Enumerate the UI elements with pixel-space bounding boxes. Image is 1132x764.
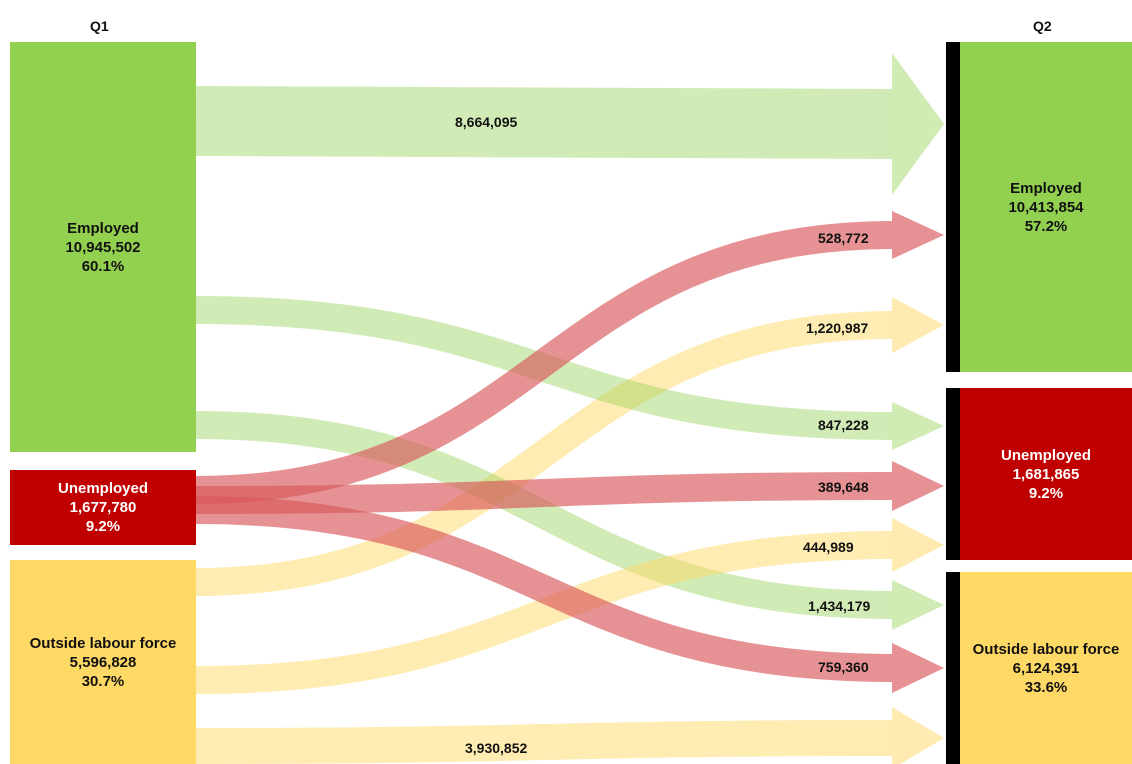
flow-band-unemp-unemp	[195, 472, 895, 514]
q1-unemployed-value: 1,677,780	[69, 499, 137, 516]
q1-employed-value: 10,945,502	[65, 238, 141, 256]
flow-label-unemp-emp: 528,772	[818, 230, 869, 246]
flow-unemp-emp	[195, 211, 944, 504]
flow-unemp-out	[195, 496, 944, 693]
q2-outside-separator	[946, 572, 960, 764]
flow-arrowhead-out-emp	[892, 297, 944, 353]
q2-outside-label: Outside labour force	[972, 640, 1120, 658]
q2-outside-value: 6,124,391	[1012, 659, 1080, 677]
q1-outside-value: 5,596,828	[69, 653, 137, 671]
flow-label-out-out: 3,930,852	[465, 740, 528, 756]
flow-out-emp	[195, 297, 944, 596]
flow-label-emp-out: 1,434,179	[808, 598, 871, 614]
flow-emp-out	[195, 411, 944, 630]
column-header-q1: Q1	[90, 18, 109, 34]
q2-employed-label: Employed	[1010, 179, 1082, 197]
flow-arrowhead-unemp-emp	[892, 211, 944, 259]
flow-arrowhead-emp-out	[892, 580, 944, 630]
flow-band-out-out	[195, 720, 895, 764]
flow-label-out-emp: 1,220,987	[806, 320, 869, 336]
flow-out-out	[195, 707, 944, 764]
flow-emp-emp	[195, 53, 944, 195]
q1-unemployed-label: Unemployed	[57, 480, 148, 497]
q2-unemployed-node: Unemployed 1,681,865 9.2%	[960, 388, 1132, 560]
flow-band-unemp-emp	[195, 221, 895, 504]
q1-outside-label: Outside labour force	[29, 634, 177, 652]
q2-employed-node: Employed 10,413,854 57.2%	[960, 42, 1132, 372]
q2-employed-share: 57.2%	[1024, 217, 1068, 235]
q1-unemployed-share: 9.2%	[85, 518, 121, 535]
q1-outside-node: Outside labour force 5,596,828 30.7%	[10, 560, 196, 764]
flow-arrowhead-unemp-unemp	[892, 461, 944, 511]
q1-employed-share: 60.1%	[81, 257, 125, 275]
flow-arrowhead-emp-unemp	[892, 402, 944, 450]
flow-out-unemp	[195, 518, 944, 694]
column-header-q2: Q2	[1033, 18, 1052, 34]
flow-label-out-unemp: 444,989	[803, 539, 854, 555]
q1-outside-share: 30.7%	[81, 672, 125, 690]
q2-unemployed-share: 9.2%	[1028, 484, 1064, 502]
flow-band-out-emp	[195, 311, 895, 596]
flow-arrows	[195, 53, 944, 764]
flow-label-unemp-out: 759,360	[818, 659, 869, 675]
flow-unemp-unemp	[195, 461, 944, 514]
q1-employed-node: Employed 10,945,502 60.1%	[10, 42, 196, 452]
q2-outside-node: Outside labour force 6,124,391 33.6%	[960, 572, 1132, 764]
flow-arrowhead-unemp-out	[892, 643, 944, 693]
q1-employed-label: Employed	[67, 219, 139, 237]
q2-unemployed-separator	[946, 388, 960, 560]
flow-arrowhead-out-out	[892, 707, 944, 764]
q2-outside-share: 33.6%	[1024, 678, 1068, 696]
flow-band-out-unemp	[195, 531, 895, 694]
flow-band-emp-out	[195, 411, 895, 619]
flow-label-emp-unemp: 847,228	[818, 417, 869, 433]
flow-arrowhead-emp-emp	[892, 53, 944, 195]
flow-band-unemp-out	[195, 496, 895, 682]
q2-employed-value: 10,413,854	[1008, 198, 1084, 216]
flow-label-unemp-unemp: 389,648	[818, 479, 869, 495]
flow-arrowhead-out-unemp	[892, 518, 944, 572]
q2-unemployed-value: 1,681,865	[1012, 465, 1080, 483]
q2-unemployed-label: Unemployed	[1000, 446, 1091, 464]
q2-employed-separator	[946, 42, 960, 372]
q1-unemployed-node: Unemployed 1,677,780 9.2%	[10, 470, 196, 545]
flow-band-emp-emp	[195, 86, 895, 159]
flow-label-emp-emp: 8,664,095	[455, 114, 518, 130]
